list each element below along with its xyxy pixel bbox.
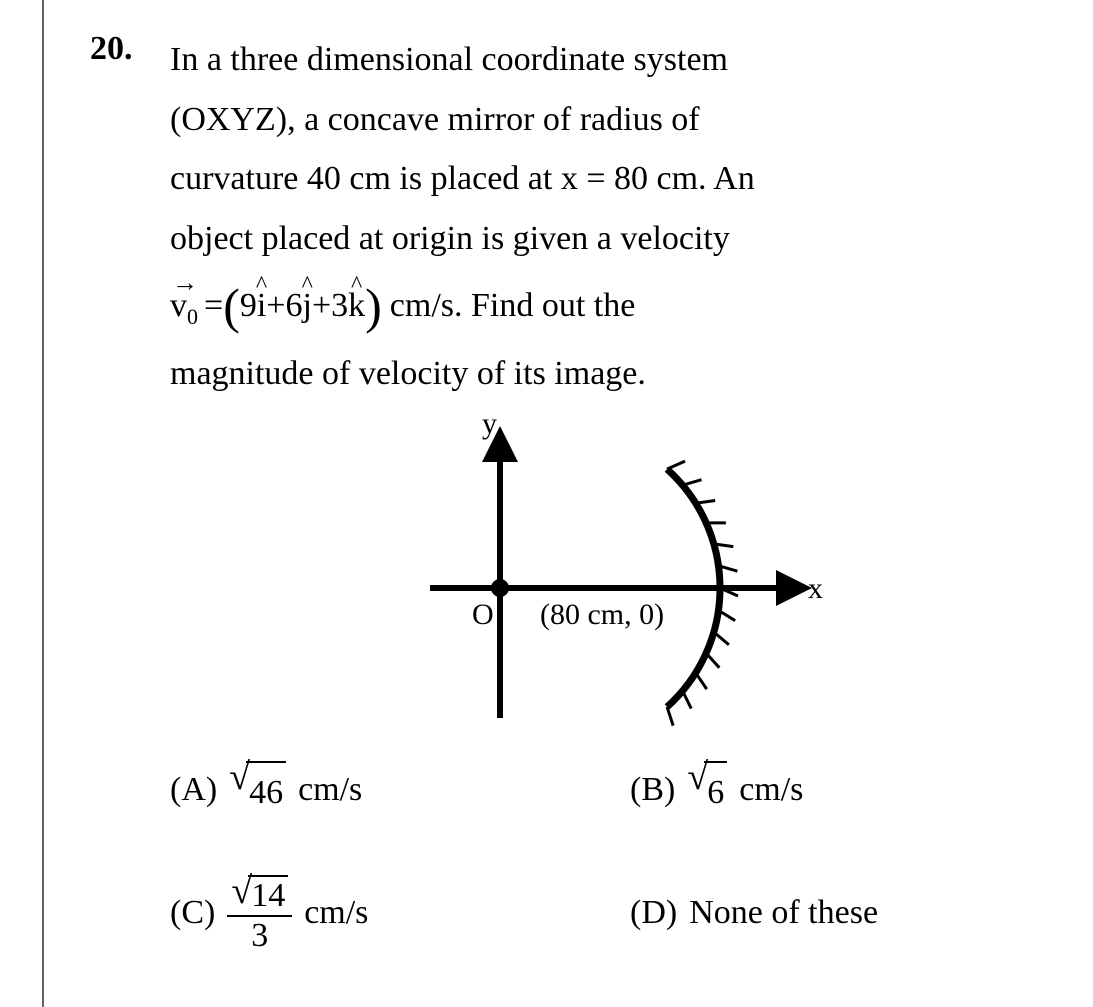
question-row: 20. In a three dimensional coordinate sy… [90, 30, 1050, 954]
option-c-radicand: 14 [248, 875, 288, 914]
option-a-label: (A) [170, 760, 217, 820]
hat-icon: ^ [302, 264, 313, 306]
subscript-zero: 0 [187, 304, 198, 329]
coeff-3: 3 [331, 276, 348, 336]
option-a-radicand: 46 [246, 761, 286, 823]
formula-tail: cm/s. Find out the [390, 276, 636, 336]
j-hat: ^ j [302, 276, 311, 336]
k-hat: ^ k [348, 276, 365, 336]
page-left-rule [42, 0, 44, 1007]
hat-icon: ^ [351, 264, 362, 306]
option-b-label: (B) [630, 760, 675, 820]
svg-text:(80 cm, 0): (80 cm, 0) [540, 598, 664, 631]
fraction: √ 14 3 [227, 872, 292, 954]
equals-sign: = [204, 276, 223, 336]
velocity-formula: → v0 = ( 9 ^ i + 6 ^ j + 3 [170, 276, 1050, 336]
vector-arrow-icon: → [172, 260, 198, 306]
question-line-2: (OXYZ), a concave mirror of radius of [170, 90, 1050, 150]
plus-1: + [266, 276, 285, 336]
question-line-4: object placed at origin is given a veloc… [170, 209, 1050, 269]
question-line-1: In a three dimensional coordinate system [170, 30, 1050, 90]
question-body: In a three dimensional coordinate system… [170, 30, 1050, 954]
question-block: 20. In a three dimensional coordinate sy… [90, 30, 1050, 954]
svg-text:O: O [472, 598, 494, 631]
option-c-label: (C) [170, 883, 215, 943]
i-hat: ^ i [257, 276, 266, 336]
option-d-label: (D) [630, 883, 677, 943]
option-b: (B) √ 6 cm/s [630, 758, 1050, 823]
coordinate-diagram: y x O (80 cm, 0) [380, 418, 840, 738]
option-d-text: None of these [689, 883, 878, 943]
question-number: 20. [90, 30, 170, 68]
fraction-denominator: 3 [247, 917, 272, 954]
svg-text:y: y [482, 418, 497, 440]
option-c: (C) √ 14 3 cm/s [170, 872, 590, 954]
question-line-3: curvature 40 cm is placed at x = 80 cm. … [170, 149, 1050, 209]
option-a-unit: cm/s [298, 760, 362, 820]
coeff-9: 9 [240, 276, 257, 336]
sqrt-icon: √ 46 [229, 758, 286, 823]
option-c-unit: cm/s [304, 883, 368, 943]
question-line-6: magnitude of velocity of its image. [170, 344, 1050, 404]
fraction-numerator: √ 14 [227, 872, 292, 916]
sqrt-icon: √ 14 [231, 872, 288, 914]
option-d: (D) None of these [630, 872, 1050, 954]
vector-v: → v0 [170, 276, 198, 336]
option-a: (A) √ 46 cm/s [170, 758, 590, 823]
coeff-6: 6 [285, 276, 302, 336]
option-b-unit: cm/s [739, 760, 803, 820]
sqrt-icon: √ 6 [687, 758, 727, 823]
diagram-container: y x O (80 cm, 0) [170, 418, 1050, 738]
plus-2: + [312, 276, 331, 336]
option-b-radicand: 6 [704, 761, 727, 823]
hat-icon: ^ [256, 264, 267, 306]
svg-text:x: x [808, 572, 823, 605]
options-grid: (A) √ 46 cm/s (B) √ 6 cm/s (C [170, 758, 1050, 954]
